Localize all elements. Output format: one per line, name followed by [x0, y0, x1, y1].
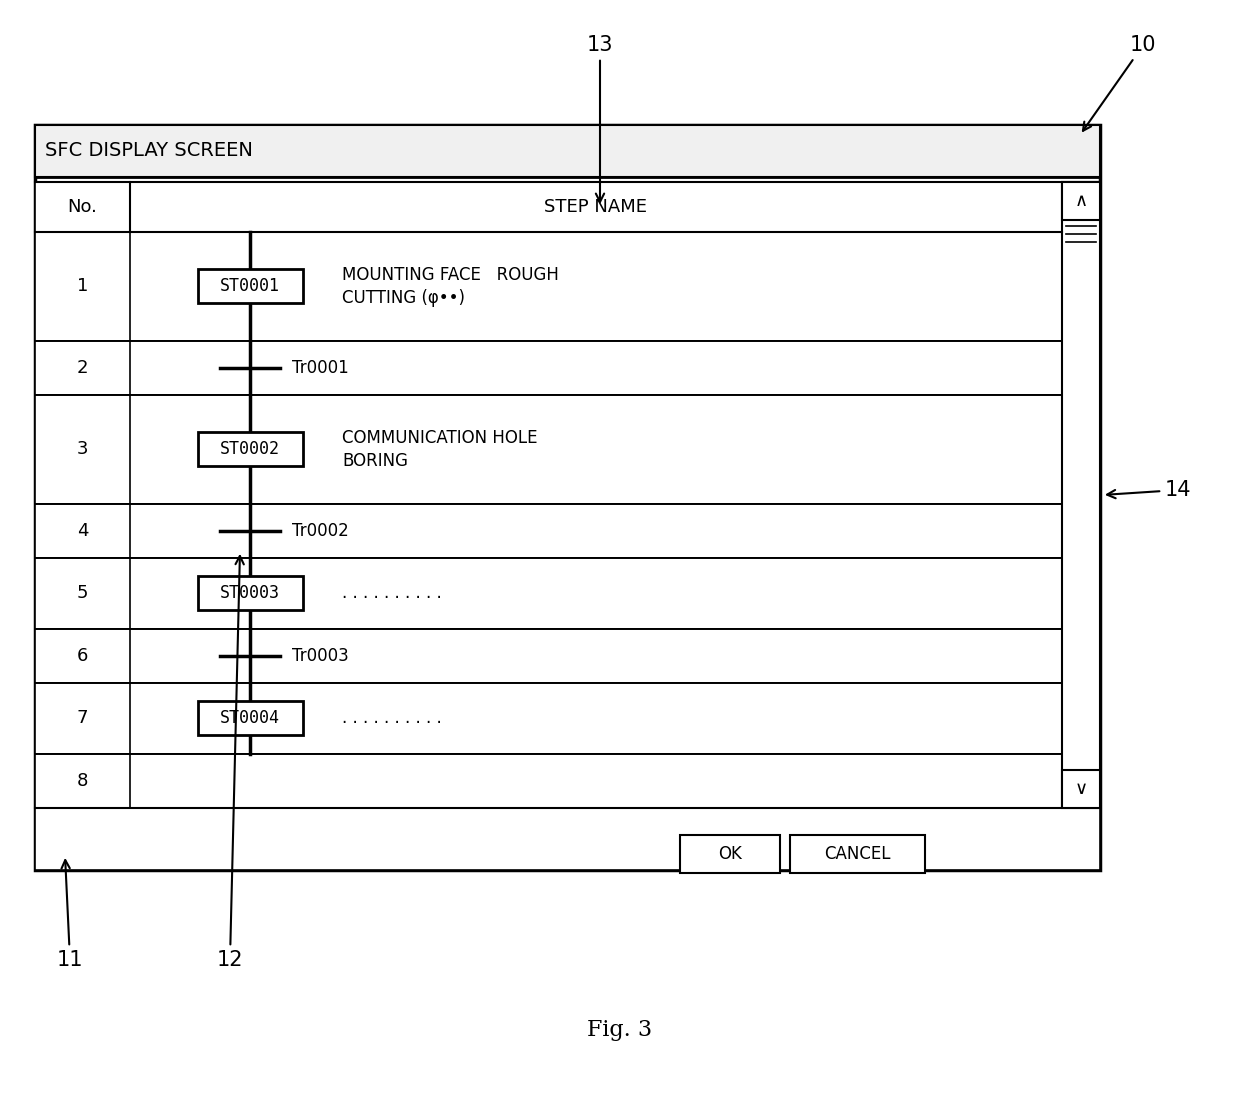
Text: STEP NAME: STEP NAME	[544, 198, 647, 216]
Text: Tr0003: Tr0003	[291, 647, 348, 665]
Text: ST0001: ST0001	[219, 277, 280, 295]
Text: 1: 1	[77, 277, 88, 295]
Text: 6: 6	[77, 647, 88, 665]
Text: ∧: ∧	[1074, 192, 1087, 210]
Bar	[197, 432, 303, 467]
Text: Tr0002: Tr0002	[291, 522, 348, 540]
Text: MOUNTING FACE   ROUGH
CUTTING (φ••): MOUNTING FACE ROUGH CUTTING (φ••)	[342, 265, 559, 307]
Bar	[35, 558, 1061, 629]
Text: 3: 3	[77, 441, 88, 458]
Bar	[790, 835, 925, 874]
Text: COMMUNICATION HOLE
BORING: COMMUNICATION HOLE BORING	[342, 429, 538, 470]
Bar	[35, 125, 1100, 176]
Text: No.: No.	[67, 198, 98, 216]
Bar	[35, 395, 1061, 504]
Text: 2: 2	[77, 358, 88, 377]
Bar	[197, 576, 303, 610]
Bar	[35, 629, 1061, 683]
Text: OK: OK	[718, 845, 742, 863]
Text: 7: 7	[77, 709, 88, 728]
Text: Fig. 3: Fig. 3	[588, 1019, 652, 1041]
Text: ∨: ∨	[1074, 780, 1087, 798]
Bar	[197, 701, 303, 735]
Bar	[35, 341, 1061, 395]
Text: ST0003: ST0003	[219, 584, 280, 603]
Text: Tr0001: Tr0001	[291, 358, 348, 377]
Bar	[35, 683, 1061, 754]
Text: ST0004: ST0004	[219, 709, 280, 728]
Text: 11: 11	[57, 860, 83, 970]
Bar	[35, 182, 1061, 232]
Bar	[197, 270, 303, 304]
Text: ST0002: ST0002	[219, 441, 280, 458]
Bar	[680, 835, 780, 874]
Text: 5: 5	[77, 584, 88, 603]
Text: 10: 10	[1083, 35, 1157, 130]
Text: CANCEL: CANCEL	[825, 845, 890, 863]
Text: 12: 12	[217, 556, 244, 970]
Text: 14: 14	[1107, 480, 1192, 500]
Bar	[1061, 182, 1100, 808]
Bar	[35, 808, 1100, 870]
Bar	[35, 125, 1100, 870]
Text: 8: 8	[77, 772, 88, 790]
Bar	[35, 754, 1061, 808]
Bar	[1061, 182, 1100, 220]
Bar	[35, 504, 1061, 558]
Text: 4: 4	[77, 522, 88, 540]
Text: . . . . . . . . . .: . . . . . . . . . .	[342, 584, 443, 603]
Bar	[1061, 770, 1100, 808]
Text: 13: 13	[587, 35, 614, 202]
Text: SFC DISPLAY SCREEN: SFC DISPLAY SCREEN	[45, 141, 253, 160]
Text: . . . . . . . . . .: . . . . . . . . . .	[342, 709, 443, 728]
Bar	[35, 232, 1061, 341]
